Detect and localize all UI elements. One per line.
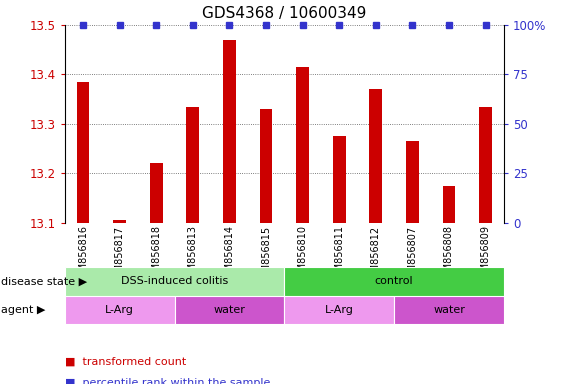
Bar bbox=[113, 220, 126, 223]
Bar bbox=[175, 296, 284, 324]
Text: L-Arg: L-Arg bbox=[325, 305, 354, 315]
Text: control: control bbox=[375, 276, 413, 286]
Text: disease state ▶: disease state ▶ bbox=[1, 276, 87, 286]
Text: ■  percentile rank within the sample: ■ percentile rank within the sample bbox=[65, 378, 270, 384]
Text: agent ▶: agent ▶ bbox=[1, 305, 45, 315]
Bar bbox=[443, 185, 455, 223]
Bar bbox=[77, 82, 90, 223]
Bar bbox=[406, 141, 419, 223]
Text: ■  transformed count: ■ transformed count bbox=[65, 357, 186, 367]
Bar bbox=[65, 296, 175, 324]
Bar bbox=[284, 267, 504, 296]
Bar bbox=[333, 136, 346, 223]
Bar bbox=[284, 296, 394, 324]
Bar bbox=[296, 67, 309, 223]
Bar bbox=[150, 163, 163, 223]
Bar bbox=[394, 296, 504, 324]
Bar bbox=[260, 109, 272, 223]
Text: water: water bbox=[213, 305, 245, 315]
Bar bbox=[223, 40, 236, 223]
Title: GDS4368 / 10600349: GDS4368 / 10600349 bbox=[202, 6, 367, 21]
Text: DSS-induced colitis: DSS-induced colitis bbox=[121, 276, 228, 286]
Bar bbox=[186, 106, 199, 223]
Bar bbox=[369, 89, 382, 223]
Text: L-Arg: L-Arg bbox=[105, 305, 134, 315]
Text: water: water bbox=[433, 305, 465, 315]
Bar bbox=[65, 267, 284, 296]
Bar bbox=[479, 106, 492, 223]
